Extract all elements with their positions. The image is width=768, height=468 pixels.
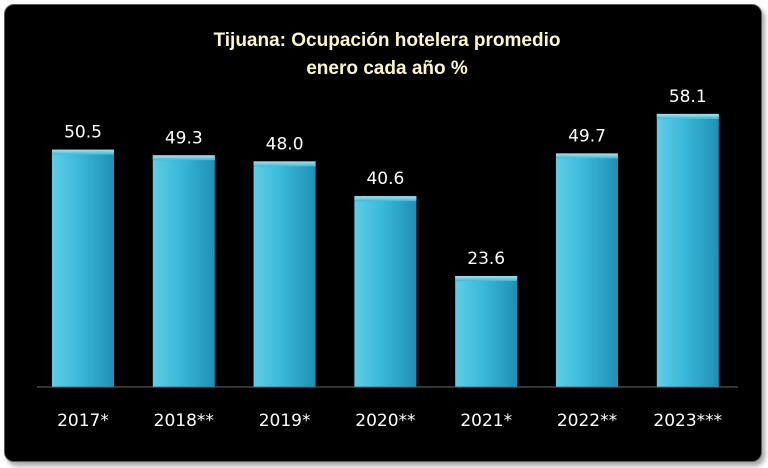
bar-top-2 [253,161,316,167]
x-axis-ticks: 2017* 2018** 2019* 2020** 2021* 2022** 2023*** [57,411,722,431]
chart-subtitle: enero cada año % [306,58,468,79]
bar-2 [253,161,316,387]
bar-chart: Tijuana: Ocupación hotelera promedio ene… [37,30,738,431]
x-tick-label-2: 2019* [259,411,311,431]
bar-3 [354,196,417,387]
chart-title: Tijuana: Ocupación hotelera promedio [214,30,561,51]
data-label-1: 49.3 [165,128,203,148]
bar-top-0 [52,149,114,155]
bar-top-6 [656,113,719,119]
x-tick-label-3: 2020** [355,411,415,431]
x-tick-label-6: 2023*** [653,411,722,431]
bar-top-4 [455,276,518,282]
data-label-4: 23.6 [467,249,505,269]
bar-0 [52,149,114,387]
bar-top-1 [152,155,215,161]
bar-1 [152,155,215,387]
chart-frame: Tijuana: Ocupación hotelera promedio ene… [4,4,762,462]
bar-4 [455,276,518,387]
data-label-5: 49.7 [568,126,606,146]
bar-top-5 [556,153,618,159]
bars-group: 50.5 49.3 48.0 40.6 23.6 49.7 58.1 [52,87,719,388]
x-tick-label-0: 2017* [57,411,109,431]
data-label-0: 50.5 [64,123,102,143]
bar-5 [556,153,618,387]
x-tick-label-1: 2018** [154,411,214,431]
data-label-3: 40.6 [366,169,404,189]
data-label-2: 48.0 [266,134,304,154]
x-tick-label-5: 2022** [557,411,617,431]
x-tick-label-4: 2021* [460,411,512,431]
bar-top-3 [354,196,417,202]
bar-6 [656,113,719,388]
data-label-6: 58.1 [669,87,707,107]
